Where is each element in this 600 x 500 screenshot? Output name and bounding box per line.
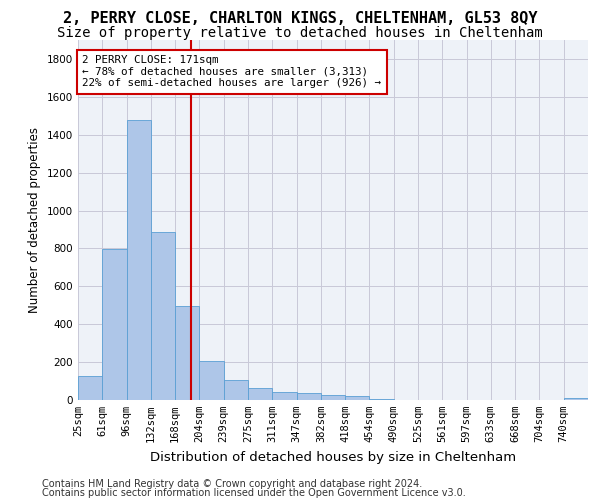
Bar	[248, 388, 272, 400]
Bar	[175, 306, 199, 400]
Y-axis label: Number of detached properties: Number of detached properties	[28, 127, 41, 313]
Bar	[321, 394, 345, 400]
Text: Contains HM Land Registry data © Crown copyright and database right 2024.: Contains HM Land Registry data © Crown c…	[42, 479, 422, 489]
Bar	[199, 361, 224, 400]
Bar	[296, 394, 321, 400]
Bar	[564, 398, 588, 400]
Bar	[78, 376, 102, 400]
Bar	[345, 396, 370, 400]
Bar	[224, 380, 248, 400]
Bar	[370, 399, 394, 400]
Text: Contains public sector information licensed under the Open Government Licence v3: Contains public sector information licen…	[42, 488, 466, 498]
Bar	[151, 232, 175, 400]
Text: 2, PERRY CLOSE, CHARLTON KINGS, CHELTENHAM, GL53 8QY: 2, PERRY CLOSE, CHARLTON KINGS, CHELTENH…	[63, 11, 537, 26]
Bar	[272, 392, 296, 400]
X-axis label: Distribution of detached houses by size in Cheltenham: Distribution of detached houses by size …	[150, 450, 516, 464]
Bar	[102, 250, 127, 400]
Text: 2 PERRY CLOSE: 171sqm
← 78% of detached houses are smaller (3,313)
22% of semi-d: 2 PERRY CLOSE: 171sqm ← 78% of detached …	[82, 55, 382, 88]
Text: Size of property relative to detached houses in Cheltenham: Size of property relative to detached ho…	[57, 26, 543, 40]
Bar	[127, 120, 151, 400]
